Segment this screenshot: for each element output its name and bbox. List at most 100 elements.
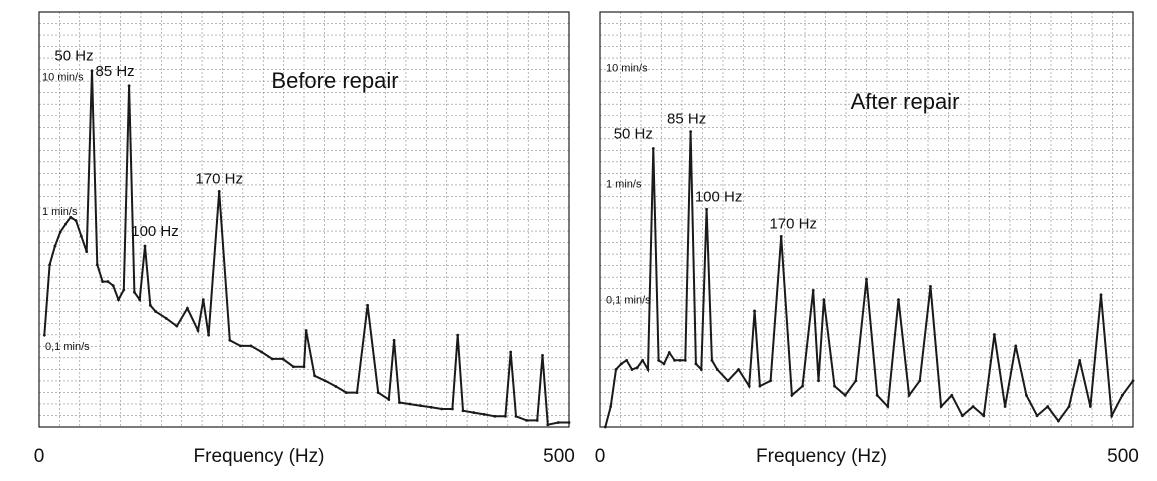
spectrum-point (1025, 393, 1028, 397)
x-tick-label: 500 (543, 446, 575, 467)
spectrum-point (451, 407, 454, 411)
spectrum-point (101, 280, 104, 283)
spectrum-point (111, 284, 115, 287)
spectrum-point (726, 379, 730, 383)
spectrum-point (281, 357, 285, 361)
spectrum-point (546, 423, 550, 427)
y-level-label: 1 min/s (606, 179, 642, 191)
spectrum-point (673, 358, 677, 362)
y-level-label: 1 min/s (42, 206, 78, 218)
spectrum-point (1110, 414, 1114, 418)
spectrum-point (58, 230, 62, 234)
spectrum-point (482, 413, 486, 416)
spectrum-point (683, 358, 687, 362)
spectrum-point (207, 333, 211, 337)
spectrum-point (201, 298, 205, 302)
spectrum-point (525, 418, 528, 422)
spectrum-points (603, 130, 1135, 429)
spectrum-point (982, 414, 986, 418)
spectrum-point (355, 391, 359, 394)
spectrum-point (865, 277, 868, 281)
spectrum-point (710, 358, 714, 362)
spectrum-point (929, 285, 932, 288)
peak-label: 50 Hz (54, 48, 93, 65)
spectrum-point (854, 379, 858, 383)
spectrum-point (1035, 414, 1039, 418)
spectrum-point (127, 84, 131, 88)
spectrum-point (971, 405, 975, 408)
spectrum-point (440, 407, 444, 411)
spectrum-point (1067, 405, 1071, 408)
spectrum-point (747, 384, 751, 388)
spectrum-point (95, 263, 99, 267)
spectrum-point (345, 391, 348, 394)
x-axis-label: Frequency (Hz) (194, 446, 325, 467)
spectrum-point (817, 379, 820, 383)
spectrum-point (875, 393, 879, 397)
spectrum-point (822, 298, 826, 302)
spectrum-point (429, 405, 433, 409)
spectrum-point (609, 405, 613, 408)
spectrum-point (302, 365, 306, 369)
y-level-label: 0,1 min/s (45, 341, 90, 353)
peak-label: 50 Hz (614, 126, 653, 143)
spectrum-point (408, 402, 412, 406)
spectrum-point (461, 409, 465, 413)
spectrum-point (164, 316, 168, 320)
spectrum-point (1003, 405, 1007, 408)
spectrum-point (833, 384, 836, 388)
x-tick-label: 0 (595, 446, 606, 467)
spectrum-point (614, 368, 618, 371)
spectrum-point (1078, 358, 1082, 362)
spectrum-point (493, 414, 497, 418)
peak-label: 100 Hz (131, 223, 179, 240)
spectrum-point (993, 333, 996, 336)
spectrum-point (918, 379, 922, 383)
spectrum-point (334, 385, 338, 388)
spectrum-point (514, 414, 518, 418)
spectrum-point (509, 350, 513, 354)
spectrum-point (304, 329, 308, 332)
spectrum-point (1088, 405, 1092, 408)
spectrum-point (154, 310, 158, 313)
spectrum-point (779, 235, 783, 238)
spectrum-point (292, 365, 295, 369)
spectrum-point (667, 351, 671, 354)
spectrum-point (625, 358, 629, 362)
spectrum-point (323, 379, 327, 383)
spectrum-point (758, 384, 762, 388)
spectrum-point (366, 303, 369, 307)
spectrum-point (535, 418, 539, 422)
spectrum-point (80, 234, 83, 238)
spectrum-point (1120, 393, 1124, 397)
x-tick-label: 0 (34, 446, 45, 467)
spectrum-point (843, 393, 847, 397)
spectrum-point (651, 147, 655, 150)
spectrum-point (567, 421, 571, 424)
spectrum-point (260, 350, 263, 354)
spectrum-point (678, 358, 682, 362)
peak-label: 100 Hz (695, 188, 743, 205)
peak-label: 85 Hz (667, 111, 706, 128)
spectrum-point (694, 362, 698, 366)
spectrum-point (387, 398, 391, 401)
spectrum-point (90, 69, 94, 73)
spectrum-point (74, 219, 78, 222)
spectrum-point (635, 366, 639, 369)
spectrum-point (753, 309, 756, 313)
spectrum-point (392, 338, 396, 342)
spectrum-point (737, 368, 740, 371)
spectrum-point (1056, 419, 1060, 423)
spectrum-point (106, 280, 110, 283)
spectrum-point (196, 329, 200, 332)
grid (39, 12, 569, 427)
spectrum-point (950, 393, 954, 397)
chart-after-repair: 10 min/s 1 min/s 0,1 min/s 50 Hz 85 Hz 100 Hz… (595, 11, 1139, 467)
spectrum-point (270, 357, 274, 361)
spectrum-point (175, 324, 179, 328)
spectrum-point (42, 333, 46, 337)
y-level-label: 10 min/s (606, 62, 648, 74)
spectrum-point (769, 379, 772, 383)
